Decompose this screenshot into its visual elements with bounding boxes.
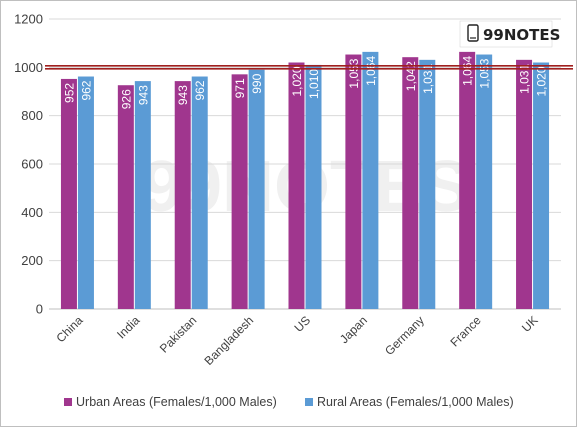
- bar: [134, 81, 151, 309]
- data-label: 1,010: [307, 69, 321, 99]
- bar: [77, 76, 94, 310]
- y-tick-label: 200: [21, 253, 43, 268]
- x-tick-label: Bangladesh: [202, 313, 257, 368]
- legend-swatch: [64, 398, 72, 406]
- data-label: 1,020: [290, 66, 304, 96]
- legend-swatch: [305, 398, 313, 406]
- x-tick-label: US: [291, 313, 313, 335]
- data-label: 943: [176, 85, 190, 105]
- grid-lines: [49, 18, 561, 310]
- x-tick-label: India: [114, 313, 143, 342]
- bars: [60, 51, 550, 310]
- y-tick-label: 600: [21, 157, 43, 172]
- phone-icon: [467, 24, 479, 42]
- data-label: 943: [136, 85, 150, 105]
- bar: [305, 64, 322, 309]
- data-label: 1,031: [518, 64, 532, 94]
- y-tick-label: 400: [21, 205, 43, 220]
- bar: [516, 59, 533, 309]
- y-tick-label: 0: [36, 302, 43, 317]
- y-axis: 0 200 400 600 800 1000 1200: [14, 12, 43, 317]
- y-tick-label: 1200: [14, 12, 43, 27]
- data-labels: 952 962 926 943 943 962 971 990 1,020 1,010 1,053 1…: [62, 56, 548, 110]
- bar: [533, 62, 550, 309]
- legend: Urban Areas (Females/1,000 Males) Rural A…: [64, 395, 514, 409]
- bar: [476, 54, 493, 310]
- y-tick-label: 800: [21, 108, 43, 123]
- x-tick-label: Pakistan: [157, 313, 199, 355]
- x-tick-label: Japan: [337, 313, 370, 346]
- x-tick-label: France: [447, 313, 484, 350]
- legend-label: Urban Areas (Females/1,000 Males): [76, 395, 277, 409]
- data-label: 1,031: [421, 64, 435, 94]
- x-tick-label: China: [53, 313, 85, 345]
- bar: [117, 85, 134, 309]
- data-label: 952: [62, 83, 76, 103]
- bar: [248, 69, 265, 309]
- data-label: 990: [250, 73, 264, 93]
- y-tick-label: 1000: [14, 60, 43, 75]
- data-label: 1,064: [364, 56, 378, 86]
- data-label: 1,053: [478, 58, 492, 88]
- data-label: 1,020: [535, 66, 549, 96]
- bar: [231, 74, 248, 309]
- reference-line: [45, 65, 573, 70]
- legend-label: Rural Areas (Females/1,000 Males): [317, 395, 514, 409]
- logo-text: 99NOTES: [483, 26, 560, 44]
- x-tick-label: Germany: [382, 313, 427, 358]
- data-label: 1,064: [461, 56, 475, 86]
- bar: [345, 54, 362, 310]
- bar: [60, 78, 77, 309]
- bar: [362, 51, 379, 309]
- x-tick-label: UK: [519, 313, 541, 335]
- bar: [174, 81, 191, 309]
- data-label: 926: [119, 89, 133, 109]
- x-axis: China India Pakistan Bangladesh US Japan Germa…: [53, 313, 540, 368]
- data-label: 962: [79, 80, 93, 100]
- bar: [191, 76, 208, 310]
- data-label: 962: [193, 80, 207, 100]
- logo: 99NOTES: [459, 20, 560, 48]
- bar: [288, 62, 305, 309]
- bar: [419, 59, 436, 309]
- bar: [402, 57, 419, 309]
- bar: [459, 51, 476, 309]
- data-label: 1,053: [347, 58, 361, 88]
- data-label: 971: [233, 78, 247, 98]
